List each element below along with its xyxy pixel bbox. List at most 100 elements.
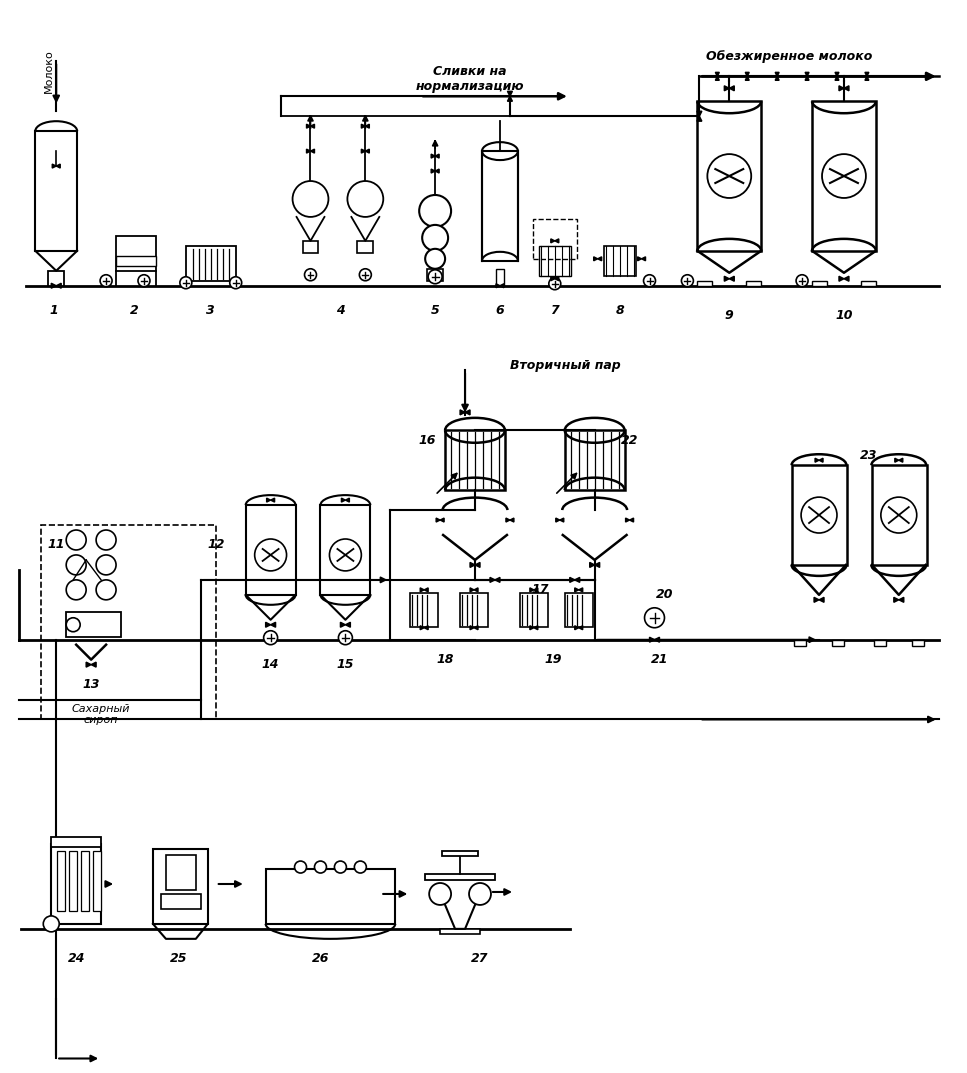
Bar (872, 466, 926, 564)
Text: 12: 12 (207, 539, 224, 552)
Polygon shape (555, 277, 559, 281)
Polygon shape (574, 577, 580, 583)
Text: 16: 16 (419, 433, 436, 446)
Polygon shape (839, 86, 844, 91)
Circle shape (645, 607, 664, 628)
Polygon shape (746, 72, 749, 76)
Bar (161, 894, 201, 909)
Text: 27: 27 (471, 952, 488, 966)
Polygon shape (835, 76, 839, 80)
Polygon shape (815, 458, 819, 462)
Polygon shape (697, 116, 702, 121)
Circle shape (314, 861, 327, 873)
Polygon shape (56, 283, 61, 289)
Text: 22: 22 (621, 433, 638, 446)
Bar (186, 246, 236, 281)
Bar (539, 246, 571, 276)
Polygon shape (508, 91, 513, 97)
Polygon shape (366, 149, 369, 153)
Polygon shape (530, 588, 534, 592)
Bar (496, 268, 504, 285)
Circle shape (180, 277, 191, 289)
Polygon shape (496, 283, 500, 288)
Polygon shape (345, 498, 349, 502)
Bar (266, 869, 396, 924)
Polygon shape (534, 626, 538, 630)
Circle shape (428, 269, 442, 283)
Bar (440, 929, 480, 934)
Bar (912, 640, 923, 646)
Polygon shape (271, 622, 276, 628)
Polygon shape (425, 626, 428, 630)
Polygon shape (362, 149, 366, 153)
Circle shape (101, 275, 112, 286)
Polygon shape (51, 283, 56, 289)
Bar (81, 851, 89, 911)
Polygon shape (578, 626, 583, 630)
Polygon shape (556, 518, 560, 523)
Circle shape (419, 195, 451, 226)
Polygon shape (266, 622, 271, 628)
Circle shape (66, 618, 80, 632)
Polygon shape (894, 598, 898, 602)
Bar (57, 851, 65, 911)
Text: 7: 7 (550, 304, 559, 318)
Polygon shape (819, 598, 824, 602)
Bar (166, 855, 196, 890)
Bar (812, 281, 827, 285)
Circle shape (354, 861, 366, 873)
Polygon shape (56, 164, 60, 168)
Circle shape (796, 275, 808, 286)
Polygon shape (716, 72, 719, 76)
Circle shape (881, 497, 917, 533)
Circle shape (96, 555, 116, 575)
Polygon shape (431, 155, 435, 158)
Polygon shape (530, 626, 534, 630)
Polygon shape (655, 637, 659, 643)
Text: 26: 26 (311, 952, 329, 966)
Polygon shape (637, 256, 641, 261)
Polygon shape (864, 76, 869, 80)
Polygon shape (510, 518, 513, 523)
Polygon shape (590, 562, 595, 568)
Polygon shape (806, 76, 809, 80)
Bar (812, 101, 876, 251)
Polygon shape (500, 283, 504, 288)
Text: Сахарный
сироп: Сахарный сироп (72, 704, 131, 725)
Circle shape (338, 631, 352, 645)
Polygon shape (898, 598, 904, 602)
Bar (445, 430, 505, 490)
Bar (565, 593, 593, 627)
Polygon shape (465, 410, 470, 415)
Bar (747, 281, 761, 285)
Polygon shape (534, 588, 538, 592)
Polygon shape (746, 76, 749, 80)
Bar (697, 281, 713, 285)
Polygon shape (340, 622, 345, 628)
Circle shape (66, 530, 86, 550)
Polygon shape (440, 518, 444, 523)
Circle shape (254, 539, 286, 571)
Bar (410, 593, 438, 627)
Polygon shape (626, 518, 630, 523)
Circle shape (469, 883, 491, 905)
Circle shape (293, 181, 329, 217)
Polygon shape (776, 72, 779, 76)
Polygon shape (574, 588, 578, 592)
Bar (603, 246, 635, 276)
Polygon shape (307, 124, 310, 128)
Polygon shape (436, 518, 440, 523)
Polygon shape (91, 662, 96, 667)
Polygon shape (574, 626, 578, 630)
Polygon shape (475, 562, 480, 568)
Polygon shape (435, 170, 439, 173)
Polygon shape (307, 149, 310, 153)
Polygon shape (560, 518, 564, 523)
Bar (861, 281, 876, 285)
Bar (153, 849, 208, 924)
Text: 1: 1 (50, 304, 59, 318)
Bar (66, 612, 121, 636)
Polygon shape (341, 498, 345, 502)
Polygon shape (551, 277, 555, 281)
Polygon shape (310, 124, 314, 128)
